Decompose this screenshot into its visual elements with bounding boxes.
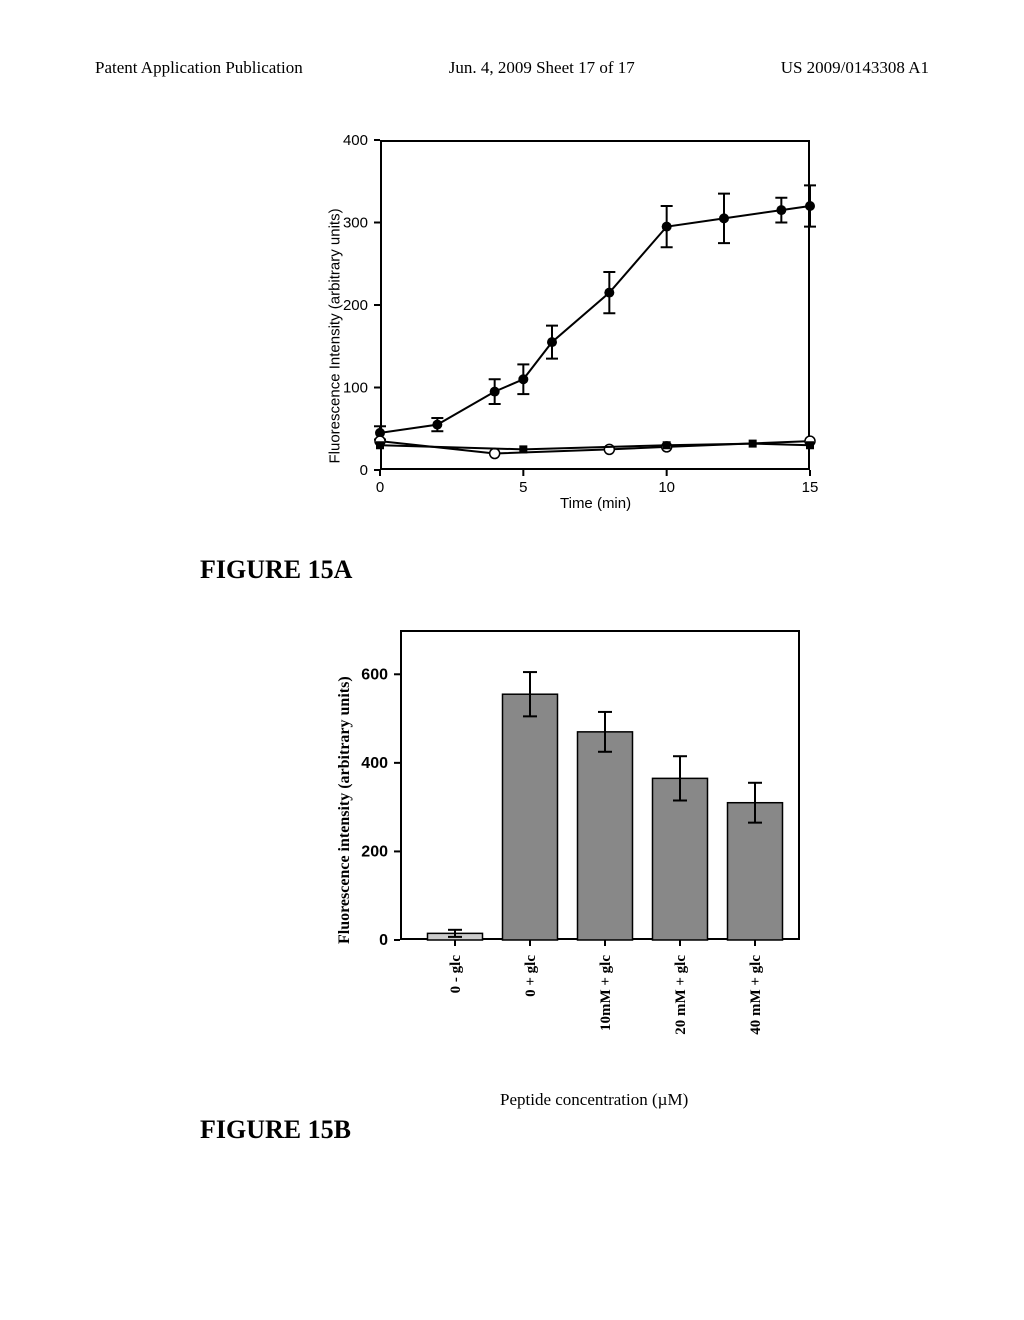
svg-text:5: 5 xyxy=(519,479,527,496)
svg-text:15: 15 xyxy=(802,479,819,496)
svg-text:0: 0 xyxy=(376,479,384,496)
page-header: Patent Application Publication Jun. 4, 2… xyxy=(0,58,1024,78)
figure-15b-label: FIGURE 15B xyxy=(200,1115,351,1145)
chart-a-svg: 0100200300400051015 xyxy=(330,140,810,510)
svg-text:40 mM + glc: 40 mM + glc xyxy=(748,955,764,1035)
chart-a-xlabel: Time (min) xyxy=(560,495,631,512)
header-center: Jun. 4, 2009 Sheet 17 of 17 xyxy=(449,58,635,78)
chart-b-xlabel: Peptide concentration (µM) xyxy=(500,1090,688,1110)
svg-text:0: 0 xyxy=(379,932,388,949)
figure-15b: Fluorescence intensity (arbitrary units)… xyxy=(330,630,810,1050)
svg-text:100: 100 xyxy=(343,380,368,397)
svg-text:600: 600 xyxy=(361,666,388,683)
svg-text:200: 200 xyxy=(343,297,368,314)
figure-15a-label: FIGURE 15A xyxy=(200,555,352,585)
svg-text:10: 10 xyxy=(658,479,675,496)
chart-b-svg: 0 200 400 600 0 - glc 0 + glc 10mM + glc 20 mM … xyxy=(330,630,810,1050)
svg-text:20 mM + glc: 20 mM + glc xyxy=(673,955,689,1035)
svg-text:200: 200 xyxy=(361,843,388,860)
svg-text:10mM + glc: 10mM + glc xyxy=(598,955,614,1031)
svg-text:0 + glc: 0 + glc xyxy=(523,955,539,997)
svg-text:400: 400 xyxy=(361,755,388,772)
svg-text:0: 0 xyxy=(360,462,368,479)
figure-15a: Fluorescence Intensity (arbitrary units)… xyxy=(330,140,810,510)
svg-text:400: 400 xyxy=(343,132,368,149)
header-left: Patent Application Publication xyxy=(95,58,303,78)
svg-text:300: 300 xyxy=(343,215,368,232)
header-right: US 2009/0143308 A1 xyxy=(781,58,929,78)
svg-text:0 - glc: 0 - glc xyxy=(448,955,464,994)
